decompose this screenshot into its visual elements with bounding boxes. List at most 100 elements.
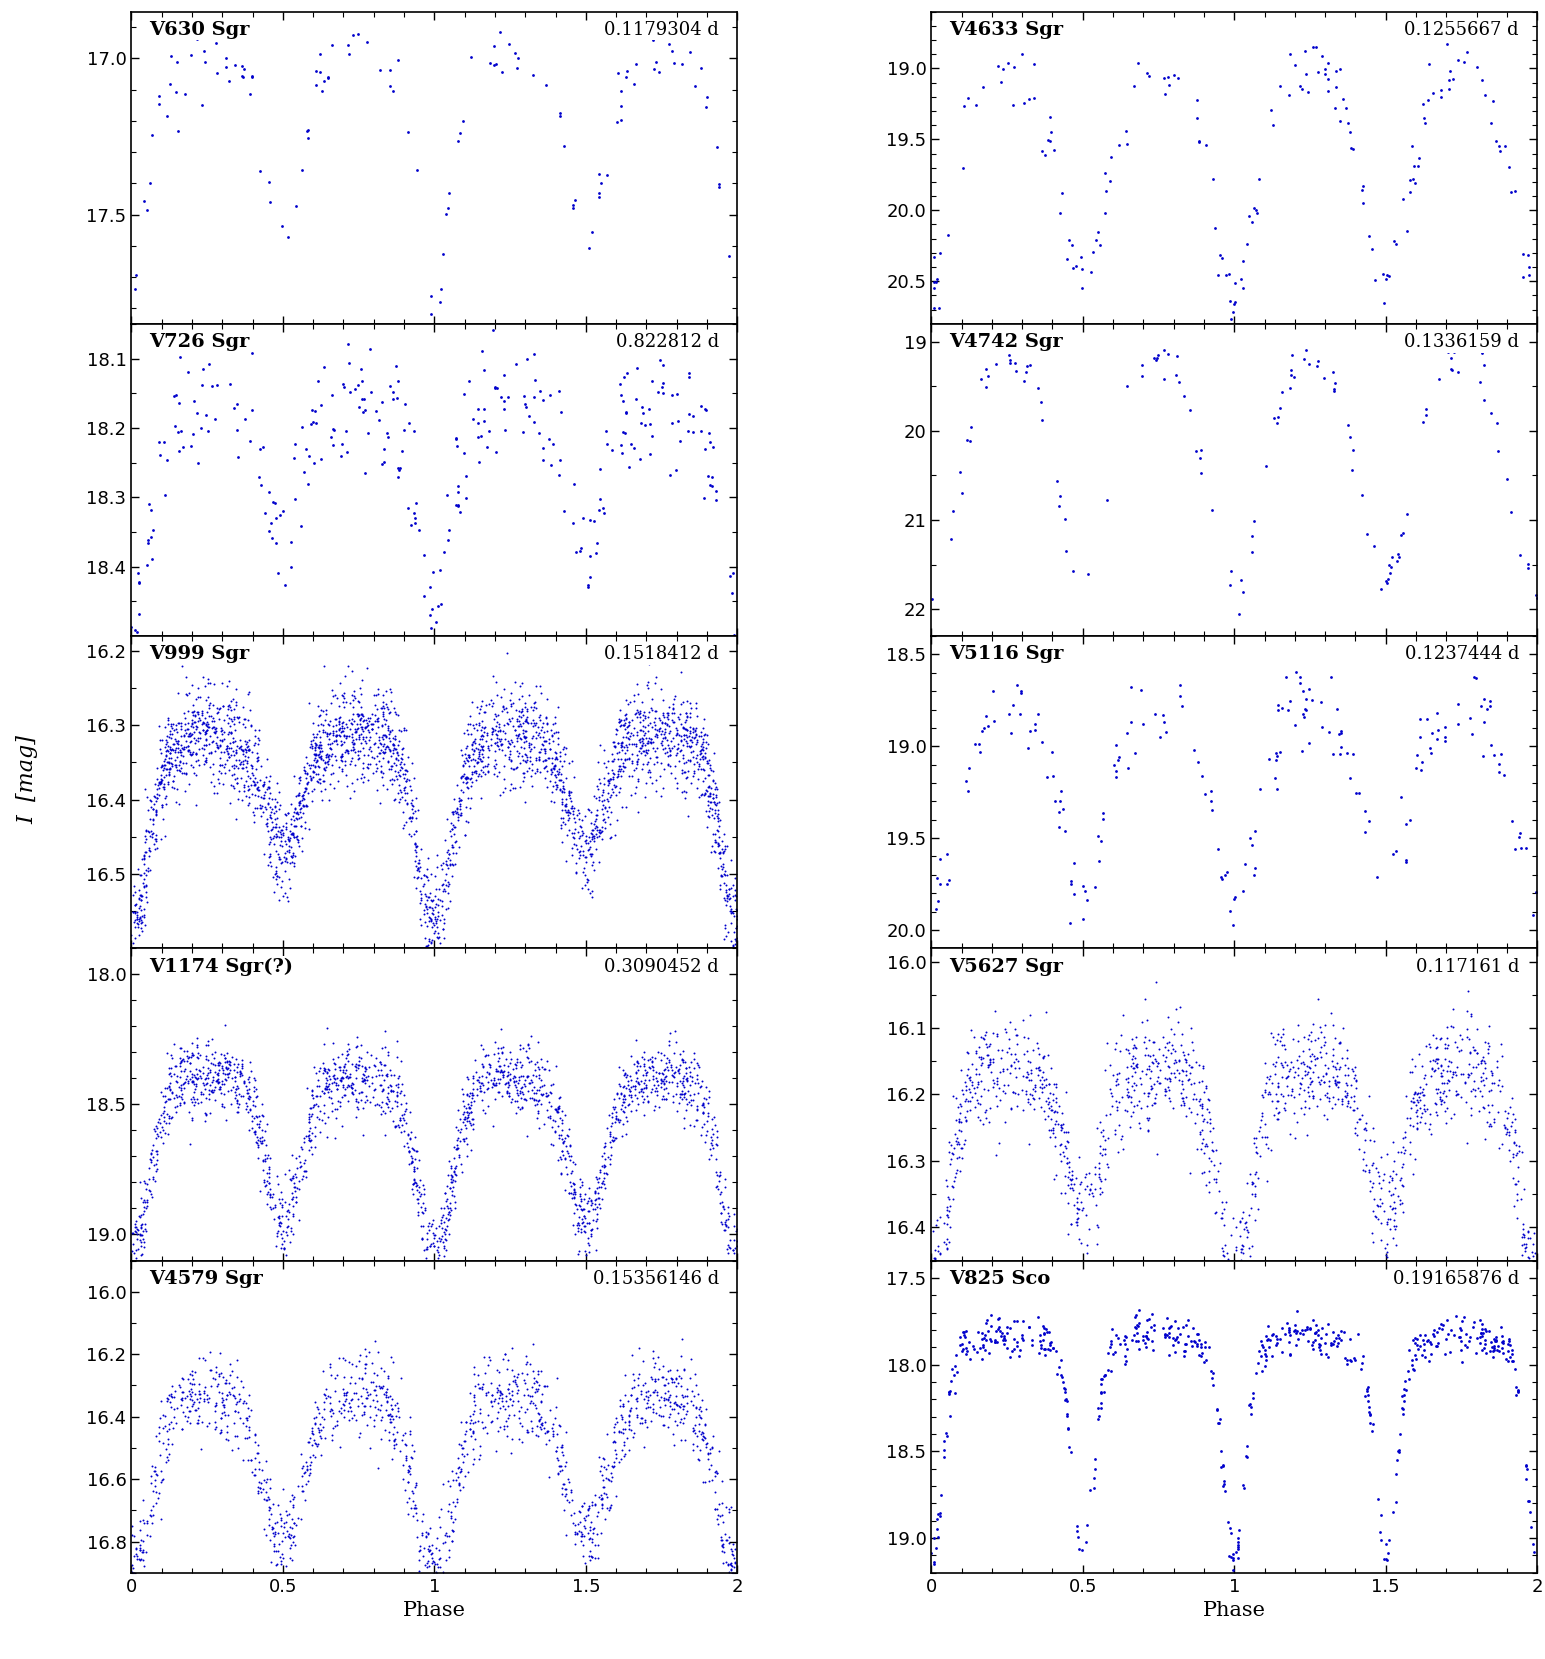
Point [312, 755, 337, 781]
Point [650, 1062, 675, 1088]
Point [1335, 411, 1360, 438]
Point [304, 742, 329, 768]
Point [270, 883, 295, 909]
Point [522, 1392, 547, 1418]
Point [255, 818, 280, 844]
Point [1389, 783, 1414, 810]
Point [712, 1218, 737, 1244]
Point [256, 169, 281, 196]
Point [151, 763, 176, 790]
Point [698, 781, 723, 808]
Point [1477, 1098, 1502, 1125]
Point [513, 1085, 538, 1112]
Point [445, 1117, 470, 1143]
Point [224, 738, 249, 765]
Point [582, 1180, 607, 1206]
Point [1031, 1327, 1055, 1354]
Point [578, 1546, 603, 1573]
Point [1276, 83, 1301, 109]
Point [213, 1370, 238, 1397]
Point [681, 750, 706, 776]
Point [256, 1180, 281, 1206]
Point [626, 1402, 650, 1428]
Point [239, 761, 264, 788]
Point [703, 478, 728, 504]
Point [1327, 1068, 1352, 1095]
Point [425, 914, 450, 941]
Point [507, 698, 531, 725]
Point [385, 1088, 409, 1115]
Point [1479, 1077, 1503, 1103]
Point [383, 1113, 408, 1140]
Point [1132, 1042, 1157, 1068]
Point [436, 873, 460, 899]
Point [584, 785, 609, 811]
Point [633, 1073, 658, 1100]
Point [445, 1136, 470, 1163]
Point [304, 747, 329, 773]
Point [655, 752, 680, 778]
Point [1258, 1062, 1282, 1088]
Point [646, 717, 671, 743]
Point [510, 684, 535, 710]
Point [188, 720, 213, 747]
Point [624, 697, 649, 723]
Point [510, 1035, 535, 1062]
Point [635, 1413, 660, 1440]
Point [145, 1108, 170, 1135]
Point [1321, 1012, 1346, 1039]
Point [667, 1394, 692, 1420]
Point [258, 763, 283, 790]
Point [476, 1352, 501, 1379]
Point [147, 770, 171, 796]
Point [1429, 1052, 1454, 1078]
Point [581, 1515, 606, 1541]
Point [151, 1103, 176, 1130]
Point [1289, 76, 1313, 103]
Point [657, 693, 681, 720]
Point [205, 733, 230, 760]
Point [556, 806, 581, 833]
Point [1500, 1141, 1525, 1168]
Point [447, 1097, 471, 1123]
Point [938, 1229, 963, 1256]
Point [1496, 1105, 1520, 1131]
Point [156, 750, 181, 776]
Point [1017, 1090, 1041, 1117]
Point [363, 1327, 388, 1354]
Point [263, 1193, 287, 1219]
Point [312, 750, 337, 776]
Point [320, 677, 345, 703]
Point [462, 1425, 487, 1452]
Point [1264, 747, 1289, 773]
Point [664, 1098, 689, 1125]
Point [524, 1077, 548, 1103]
Point [127, 1508, 151, 1535]
Point [179, 1107, 204, 1133]
Point [715, 883, 740, 909]
Point [269, 1186, 294, 1213]
Point [207, 1418, 232, 1445]
Point [346, 722, 371, 748]
Point [1329, 1045, 1353, 1072]
Point [253, 1171, 278, 1198]
Point [958, 1017, 983, 1044]
Point [1046, 798, 1071, 825]
Point [165, 118, 190, 144]
Point [694, 765, 718, 791]
Point [195, 1413, 219, 1440]
Point [1517, 1258, 1542, 1284]
Point [938, 1377, 963, 1404]
Point [1091, 800, 1115, 826]
Point [1398, 1140, 1423, 1166]
Point [961, 1075, 986, 1102]
Point [615, 737, 640, 763]
Point [343, 1407, 368, 1433]
Point [1115, 373, 1140, 400]
Point [1409, 1103, 1434, 1130]
Point [1259, 1020, 1284, 1047]
Point [1503, 178, 1528, 204]
Point [1395, 217, 1420, 244]
Point [369, 758, 394, 785]
Point [683, 723, 708, 750]
